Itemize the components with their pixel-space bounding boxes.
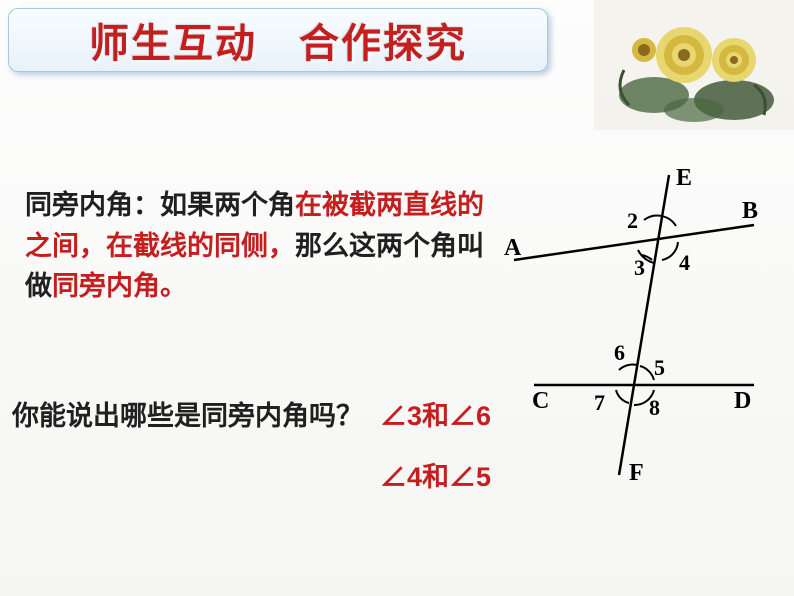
definition-paragraph: 同旁内角：如果两个角在被截两直线的之间，在截线的同侧，那么这两个角叫做同旁内角。 (25, 185, 485, 307)
angle-7: 7 (594, 390, 605, 415)
angle-3: 3 (634, 255, 645, 280)
title-text: 师生互动 合作探究 (89, 11, 467, 69)
label-D: D (734, 388, 751, 414)
angle-6: 6 (614, 340, 625, 365)
angle-8: 8 (649, 395, 660, 420)
label-E: E (676, 165, 692, 191)
question-text: 你能说出哪些是同旁内角吗？ (12, 394, 363, 433)
label-F: F (629, 460, 644, 486)
angle-2: 2 (627, 208, 638, 233)
title-banner: 师生互动 合作探究 (8, 8, 548, 72)
label-C: C (532, 388, 549, 414)
answer-1: ∠3和∠6 (380, 394, 491, 433)
label-A: A (504, 235, 522, 261)
angle-5: 5 (654, 355, 665, 380)
flower-decoration (594, 0, 794, 130)
def-prefix: 同旁内角：如果两个角 (25, 190, 295, 220)
answer-2: ∠4和∠5 (380, 455, 491, 494)
label-B: B (742, 198, 758, 224)
def-red2: 同旁内角。 (52, 271, 187, 301)
geometry-diagram: A B C D E F 2 3 4 5 6 7 8 (494, 160, 774, 490)
angle-4: 4 (679, 250, 690, 275)
